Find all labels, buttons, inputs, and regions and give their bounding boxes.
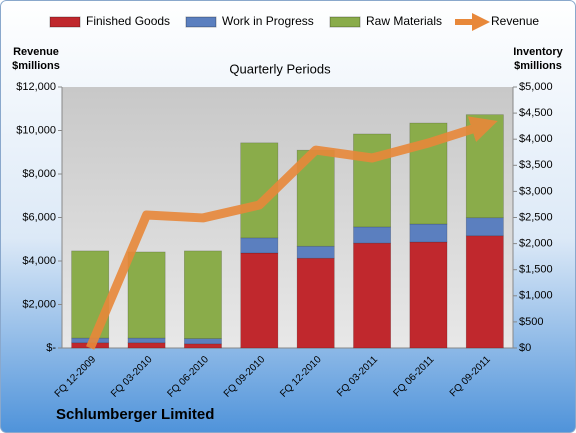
legend-label: Revenue <box>491 14 539 28</box>
y-axis-title: Revenue $millions <box>12 46 60 72</box>
bar-segment <box>465 217 504 237</box>
bar-segment <box>184 250 222 339</box>
legend-swatch <box>185 16 217 28</box>
legend-label: Raw Materials <box>366 14 442 28</box>
bar-segment <box>296 257 335 349</box>
legend-label: Work in Progress <box>222 14 314 28</box>
y2-tick-label: $500 <box>519 316 543 328</box>
y-tick-label: $8,000 <box>22 168 56 180</box>
y-tick-label: $2,000 <box>22 298 56 310</box>
y2-tick-label: $5,000 <box>519 81 553 93</box>
bar-segment <box>409 223 448 243</box>
y2-tick-label: $3,500 <box>519 159 553 171</box>
y2-tick-label: $4,500 <box>519 107 553 119</box>
y2-tick-label: $0 <box>519 342 531 354</box>
y2-tick-label: $2,500 <box>519 211 553 223</box>
bar-segment <box>184 338 222 345</box>
bar-segment <box>353 226 391 244</box>
caption: Schlumberger Limited <box>56 406 214 423</box>
bar-segment <box>409 241 448 349</box>
y-tick-label: $6,000 <box>22 211 56 223</box>
y2-tick-label: $2,000 <box>519 238 553 250</box>
bar-segment <box>353 133 391 228</box>
bar-segment <box>240 252 279 349</box>
chart-title: Quarterly Periods <box>229 61 331 76</box>
y2-tick-label: $1,500 <box>519 264 553 276</box>
y2-tick-label: $4,000 <box>519 133 553 145</box>
bar-segment <box>127 251 166 339</box>
bar-segment <box>353 242 391 349</box>
y2-tick-label: $1,000 <box>519 290 553 302</box>
bar-segment <box>296 245 335 259</box>
legend-swatch <box>329 16 361 28</box>
legend-label: Finished Goods <box>86 14 170 28</box>
bar-segment <box>127 337 166 344</box>
bar-segment <box>465 235 504 349</box>
legend-swatch <box>49 16 81 28</box>
y2-tick-label: $3,000 <box>519 185 553 197</box>
bar-segment <box>127 342 166 349</box>
y-tick-label: $4,000 <box>22 255 56 267</box>
revenue-line <box>86 116 498 350</box>
y-tick-label: $- <box>46 342 56 354</box>
y2-axis-title: Inventory $millions <box>513 46 563 72</box>
y-tick-label: $12,000 <box>16 81 56 93</box>
bar-segment <box>240 237 279 254</box>
bar-segment <box>184 343 222 349</box>
y-tick-label: $10,000 <box>16 124 56 136</box>
